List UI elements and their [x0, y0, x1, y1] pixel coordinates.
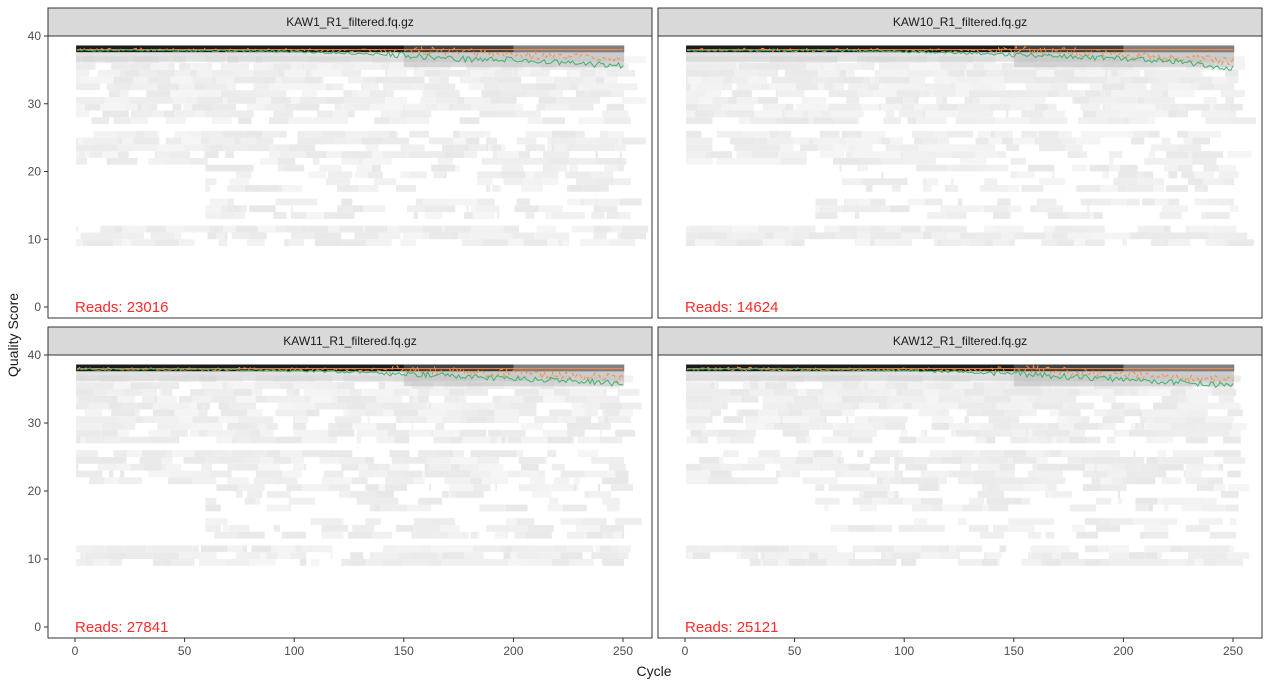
x-tick-label: 100	[284, 644, 304, 658]
y-tick-label: 10	[28, 552, 42, 566]
reads-count-label: Reads: 14624	[685, 299, 778, 316]
reads-count-label: Reads: 27841	[75, 619, 168, 636]
facet-panel: KAW10_R1_filtered.fq.gz Reads: 14624	[657, 7, 1263, 319]
facet-strip	[47, 7, 653, 37]
reads-count-label: Reads: 25121	[685, 619, 778, 636]
q25-quality-line	[76, 364, 624, 383]
heatmap-dark-band	[686, 364, 1235, 372]
y-tick-label: 0	[34, 620, 41, 634]
heatmap-dark-band	[686, 45, 1235, 53]
facet-strip	[657, 7, 1263, 37]
x-tick-label: 50	[178, 644, 192, 658]
quality-heatmap	[76, 364, 642, 566]
facet-strip-title: KAW11_R1_filtered.fq.gz	[283, 334, 416, 348]
q25-quality-line	[687, 45, 1234, 66]
facet-panels: KAW1_R1_filtered.fq.gz Reads: 23016 0 10 20 3…	[28, 7, 1263, 658]
y-tick-label: 30	[28, 416, 42, 430]
x-tick-label: 250	[613, 644, 633, 658]
facet-strip-title: KAW1_R1_filtered.fq.gz	[286, 15, 414, 29]
facet-strip	[47, 326, 653, 356]
facet-strip-title: KAW10_R1_filtered.fq.gz	[893, 15, 1027, 29]
mean-quality-line	[76, 367, 624, 387]
quality-heatmap	[686, 364, 1250, 566]
facet-strip	[657, 326, 1263, 356]
mean-quality-line	[686, 48, 1234, 71]
facet-strip-title: KAW12_R1_filtered.fq.gz	[893, 334, 1027, 348]
x-tick-label: 250	[1223, 644, 1243, 658]
y-tick-label: 40	[28, 348, 42, 362]
y-tick-label: 10	[28, 232, 42, 246]
x-tick-label: 150	[394, 644, 414, 658]
x-axis-title: Cycle	[636, 663, 671, 679]
y-tick-label: 0	[34, 300, 41, 314]
heatmap-dark-band	[76, 45, 625, 53]
x-tick-label: 100	[894, 644, 914, 658]
y-tick-label: 20	[28, 484, 42, 498]
x-tick-label: 200	[503, 644, 523, 658]
facet-panel: KAW12_R1_filtered.fq.gz Reads: 25121 0 50 10…	[657, 326, 1263, 658]
facet-panel: KAW1_R1_filtered.fq.gz Reads: 23016 0 10 20 3…	[28, 7, 653, 319]
q25-quality-line	[687, 364, 1234, 385]
x-tick-label: 200	[1113, 644, 1133, 658]
x-tick-label: 0	[72, 644, 79, 658]
heatmap-dark-band	[76, 364, 625, 372]
mean-quality-line	[686, 367, 1234, 389]
y-tick-label: 40	[28, 29, 42, 43]
y-axis-title: Quality Score	[5, 293, 21, 377]
x-tick-label: 0	[682, 644, 689, 658]
mean-quality-line	[76, 48, 624, 70]
x-tick-label: 50	[788, 644, 802, 658]
quality-heatmap	[76, 45, 649, 247]
facet-panel: KAW11_R1_filtered.fq.gz Reads: 27841 0 10 20…	[28, 326, 653, 658]
y-tick-label: 20	[28, 165, 42, 179]
reads-count-label: Reads: 23016	[75, 299, 168, 316]
x-tick-label: 150	[1004, 644, 1024, 658]
quality-heatmap	[686, 45, 1257, 247]
y-tick-label: 30	[28, 97, 42, 111]
q25-quality-line	[76, 45, 624, 62]
